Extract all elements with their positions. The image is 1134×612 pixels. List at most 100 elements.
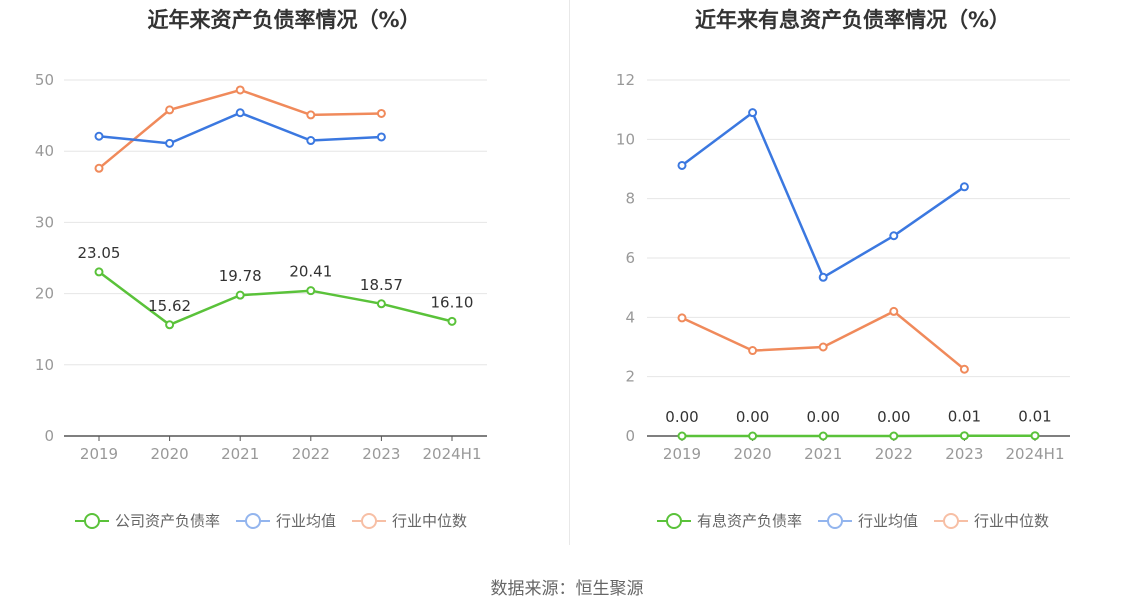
x-tick-label: 2019 bbox=[80, 445, 118, 463]
data-point-avg bbox=[306, 136, 316, 146]
legend-label: 有息资产负债率 bbox=[697, 512, 803, 530]
data-label: 16.10 bbox=[431, 293, 474, 311]
x-tick-label: 2024H1 bbox=[423, 445, 482, 463]
data-point-company bbox=[748, 431, 758, 441]
x-tick-label: 2023 bbox=[945, 445, 983, 463]
x-tick-label: 2021 bbox=[804, 445, 842, 463]
data-point-company bbox=[677, 431, 687, 441]
data-point-company bbox=[447, 316, 457, 326]
data-point-avg bbox=[94, 131, 104, 141]
data-label: 18.57 bbox=[360, 276, 403, 294]
legend-item-avg[interactable]: 行业均值 bbox=[818, 510, 918, 531]
y-tick-label: 10 bbox=[616, 130, 635, 148]
data-point-median bbox=[376, 108, 386, 118]
data-label: 20.41 bbox=[289, 263, 332, 281]
data-point-avg bbox=[235, 108, 245, 118]
data-point-median bbox=[165, 105, 175, 115]
data-label: 15.62 bbox=[148, 297, 191, 315]
left-chart-plot: 0 10 20 30 40 50 2019 2020 2021 2022 2023 2024H1 23.… bbox=[35, 71, 487, 463]
y-tick-label: 6 bbox=[625, 249, 635, 267]
left-chart-legend: 公司资产负债率 行业均值 行业中位数 bbox=[75, 510, 483, 531]
y-tick-label: 10 bbox=[35, 356, 54, 374]
right-chart-panel: 近年来有息资产负债率情况（%） 0 2 4 6 8 10 12 2019 2020 2021 202… bbox=[571, 0, 1134, 545]
series-line-company bbox=[98, 270, 453, 327]
legend-label: 行业中位数 bbox=[392, 512, 468, 530]
data-label: 0.00 bbox=[736, 408, 769, 426]
data-point-avg bbox=[748, 108, 758, 118]
data-point-avg bbox=[165, 138, 175, 148]
x-tick-label: 2022 bbox=[875, 445, 913, 463]
data-point-median bbox=[94, 163, 104, 173]
x-tick-label: 2019 bbox=[663, 445, 701, 463]
data-label: 23.05 bbox=[78, 244, 121, 262]
data-point-median bbox=[818, 342, 828, 352]
data-point-avg bbox=[376, 132, 386, 142]
legend-label: 公司资产负债率 bbox=[115, 512, 221, 530]
legend-swatch-median bbox=[352, 512, 387, 529]
legend-item-company[interactable]: 有息资产负债率 bbox=[657, 510, 802, 531]
right-chart-plot: 0 2 4 6 8 10 12 2019 2020 2021 2022 2023 2024H1 0.00 0… bbox=[616, 71, 1070, 463]
chart-title: 近年来有息资产负债率情况（%） bbox=[694, 8, 1011, 32]
data-label: 0.00 bbox=[665, 408, 698, 426]
legend-item-avg[interactable]: 行业均值 bbox=[236, 510, 336, 531]
data-point-median bbox=[235, 85, 245, 95]
right-chart-legend: 有息资产负债率 行业均值 行业中位数 bbox=[657, 510, 1065, 531]
legend-item-median[interactable]: 行业中位数 bbox=[934, 510, 1049, 531]
data-point-avg bbox=[818, 272, 828, 282]
x-tick-label: 2024H1 bbox=[1006, 445, 1065, 463]
y-tick-label: 30 bbox=[35, 213, 54, 231]
data-point-company bbox=[818, 431, 828, 441]
y-tick-label: 40 bbox=[35, 142, 54, 160]
x-tick-label: 2020 bbox=[151, 445, 189, 463]
legend-item-median[interactable]: 行业中位数 bbox=[352, 510, 467, 531]
y-tick-label: 4 bbox=[625, 308, 635, 326]
legend-label: 行业均值 bbox=[276, 512, 337, 530]
y-tick-label: 50 bbox=[35, 71, 54, 89]
data-point-company bbox=[165, 320, 175, 330]
legend-label: 行业中位数 bbox=[974, 512, 1050, 530]
x-tick-label: 2020 bbox=[734, 445, 772, 463]
chart-title: 近年来资产负债率情况（%） bbox=[147, 8, 421, 32]
data-label: 19.78 bbox=[219, 267, 262, 285]
series-line-median bbox=[681, 309, 966, 371]
data-point-median bbox=[677, 313, 687, 323]
data-point-company bbox=[959, 431, 969, 441]
y-tick-label: 0 bbox=[44, 427, 54, 445]
data-point-company bbox=[306, 286, 316, 296]
legend-swatch-company bbox=[75, 512, 109, 529]
x-tick-label: 2023 bbox=[362, 445, 400, 463]
data-point-company bbox=[94, 267, 104, 277]
legend-swatch-avg bbox=[818, 512, 853, 529]
y-tick-label: 8 bbox=[625, 190, 635, 208]
series-line-avg bbox=[681, 110, 966, 280]
x-tick-label: 2021 bbox=[221, 445, 259, 463]
data-point-median bbox=[959, 364, 969, 374]
data-point-median bbox=[748, 346, 758, 356]
data-point-avg bbox=[959, 182, 969, 192]
legend-swatch-median bbox=[934, 512, 969, 529]
panel-divider bbox=[569, 0, 570, 545]
legend-item-company[interactable]: 公司资产负债率 bbox=[75, 510, 220, 531]
x-tick-label: 2022 bbox=[292, 445, 330, 463]
data-label: 0.00 bbox=[806, 408, 839, 426]
legend-swatch-company bbox=[657, 512, 691, 529]
data-point-avg bbox=[889, 231, 899, 241]
data-label: 0.00 bbox=[877, 408, 910, 426]
data-point-company bbox=[1030, 431, 1040, 441]
series-line-avg bbox=[98, 111, 382, 145]
data-point-median bbox=[889, 306, 899, 316]
y-tick-label: 12 bbox=[616, 71, 635, 89]
left-chart-panel: 近年来资产负债率情况（%） 0 10 20 30 40 50 2019 2020 2021 202… bbox=[0, 0, 568, 545]
y-tick-label: 2 bbox=[625, 368, 635, 386]
data-label: 0.01 bbox=[948, 408, 981, 426]
legend-swatch-avg bbox=[236, 512, 271, 529]
data-point-company bbox=[376, 299, 386, 309]
legend-label: 行业均值 bbox=[858, 512, 919, 530]
y-tick-label: 20 bbox=[35, 285, 54, 303]
y-tick-label: 0 bbox=[625, 427, 635, 445]
data-source-note: 数据来源：恒生聚源 bbox=[490, 579, 644, 599]
data-point-avg bbox=[677, 160, 687, 170]
series-line-median bbox=[98, 88, 382, 170]
data-point-median bbox=[306, 110, 316, 120]
data-label: 0.01 bbox=[1018, 408, 1051, 426]
